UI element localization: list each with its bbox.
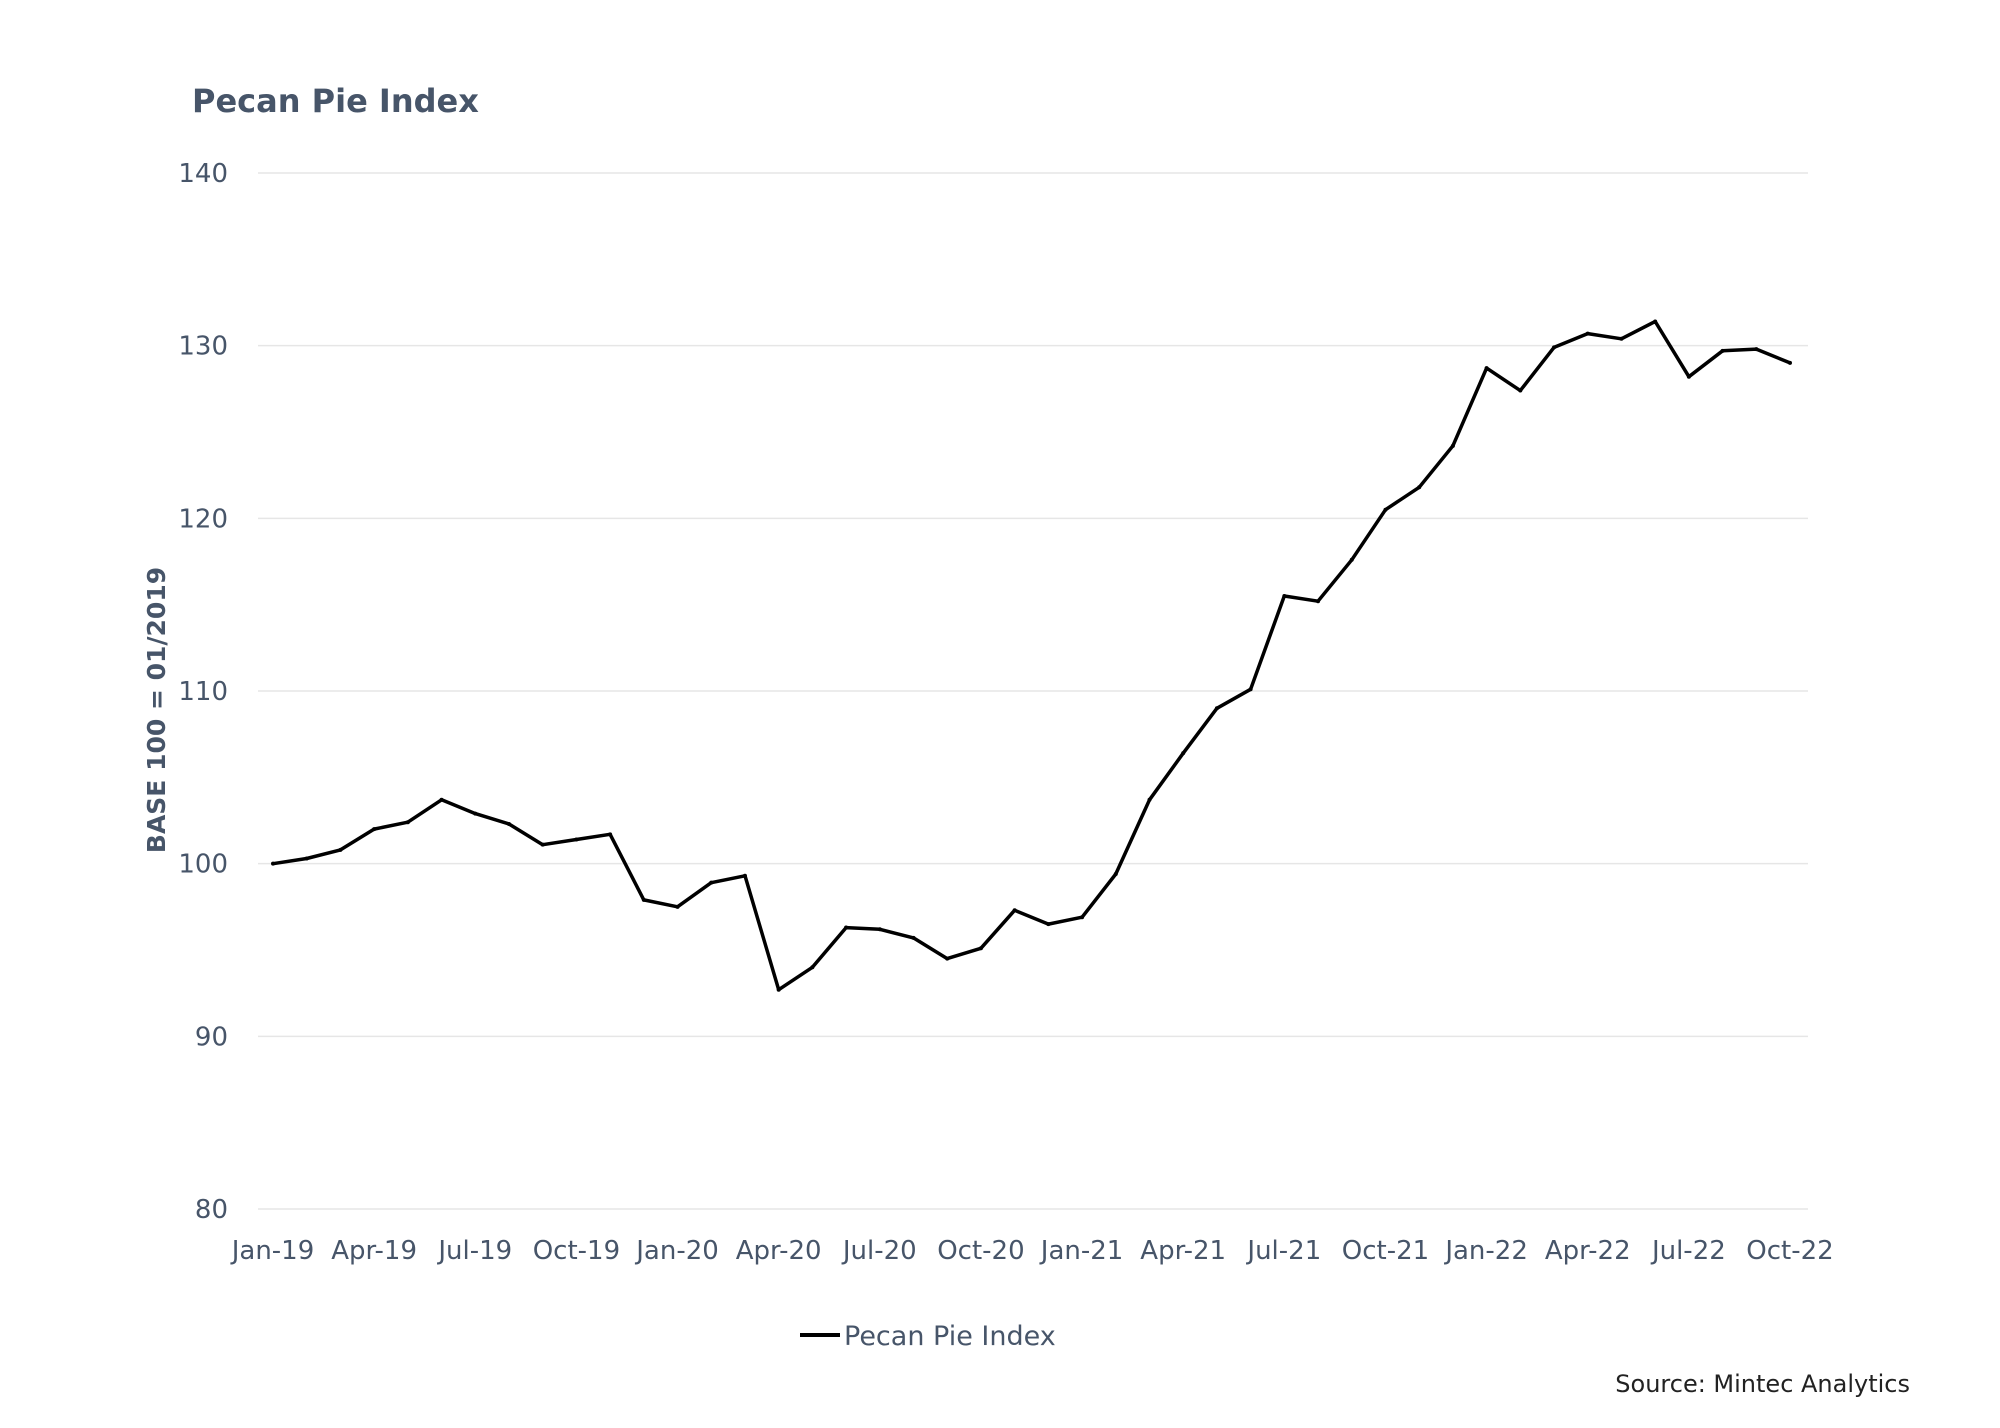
y-tick-label: 120: [178, 504, 228, 534]
data-point: [1720, 348, 1725, 353]
x-tick-label: Apr-22: [1545, 1236, 1631, 1266]
data-point: [1788, 360, 1792, 365]
legend-label: Pecan Pie Index: [844, 1321, 1056, 1352]
data-point: [338, 847, 343, 852]
data-point: [608, 832, 613, 837]
y-tick-label: 110: [178, 677, 228, 707]
data-point: [1619, 336, 1624, 341]
y-tick-label: 90: [195, 1022, 228, 1052]
x-tick-label: Jan-22: [1443, 1236, 1528, 1266]
data-point: [1046, 922, 1051, 927]
x-tick-label: Jul-19: [436, 1236, 512, 1266]
data-point: [742, 873, 747, 878]
data-point: [911, 935, 916, 940]
x-tick-label: Jul-20: [841, 1236, 917, 1266]
x-axis-ticks: Jan-19 Apr-19 Jul-19 Oct-19 Jan-20 Apr-20 Jul-…: [230, 1236, 1834, 1266]
data-point: [810, 965, 815, 970]
data-point: [372, 827, 377, 832]
y-axis-ticks: 80 90 100 110 120 130 140: [178, 159, 228, 1225]
y-axis-label: BASE 100 = 01/2019: [142, 567, 171, 853]
data-point: [945, 956, 950, 961]
data-point: [877, 927, 882, 932]
data-point: [1147, 797, 1152, 802]
x-tick-label: Jan-21: [1039, 1236, 1124, 1266]
x-tick-label: Apr-20: [736, 1236, 822, 1266]
data-point: [1080, 915, 1085, 920]
x-tick-label: Jul-22: [1650, 1236, 1726, 1266]
x-tick-label: Apr-19: [331, 1236, 417, 1266]
data-point: [1012, 908, 1017, 913]
data-point: [641, 897, 646, 902]
data-point: [1113, 872, 1118, 877]
data-point: [1282, 594, 1287, 599]
data-point: [776, 987, 781, 992]
data-point: [473, 811, 478, 816]
legend: Pecan Pie Index: [800, 1321, 1056, 1352]
data-point: [1686, 374, 1691, 379]
source-note: Source: Mintec Analytics: [1615, 1370, 1910, 1398]
x-tick-label: Oct-21: [1342, 1236, 1429, 1266]
data-point: [1417, 485, 1422, 490]
y-tick-label: 140: [178, 159, 228, 189]
y-tick-label: 130: [178, 332, 228, 362]
x-tick-label: Apr-21: [1140, 1236, 1226, 1266]
chart-title: Pecan Pie Index: [192, 82, 479, 120]
grid-lines: [258, 172, 1808, 1210]
data-point: [1450, 443, 1455, 448]
data-point: [978, 946, 983, 951]
data-point: [1248, 687, 1253, 692]
data-point: [1214, 706, 1219, 711]
data-point: [844, 925, 849, 930]
x-tick-label: Oct-22: [1746, 1236, 1833, 1266]
x-tick-label: Jan-20: [634, 1236, 719, 1266]
data-point: [439, 797, 444, 802]
data-point: [1316, 599, 1321, 604]
data-point: [1484, 366, 1489, 371]
data-point: [540, 842, 545, 847]
data-point: [675, 904, 680, 909]
data-point: [1552, 345, 1557, 350]
data-point: [271, 861, 275, 866]
data-point: [1653, 319, 1658, 324]
x-tick-label: Oct-20: [937, 1236, 1024, 1266]
data-point: [506, 821, 511, 826]
data-point: [574, 837, 579, 842]
data-point: [405, 820, 410, 825]
x-tick-label: Jan-19: [230, 1236, 315, 1266]
series-line-pecan-pie-index: [272, 319, 1791, 992]
data-point: [709, 880, 714, 885]
data-point: [1349, 557, 1354, 562]
data-point: [1518, 388, 1523, 393]
y-tick-label: 100: [178, 850, 228, 880]
data-point: [1585, 331, 1590, 336]
x-tick-label: Oct-19: [533, 1236, 620, 1266]
series-layer: [271, 319, 1792, 992]
data-point: [1383, 507, 1388, 512]
data-point: [1754, 347, 1759, 352]
data-point: [1181, 751, 1186, 756]
data-point: [304, 856, 309, 861]
x-tick-label: Jul-21: [1245, 1236, 1321, 1266]
y-tick-label: 80: [195, 1195, 228, 1225]
